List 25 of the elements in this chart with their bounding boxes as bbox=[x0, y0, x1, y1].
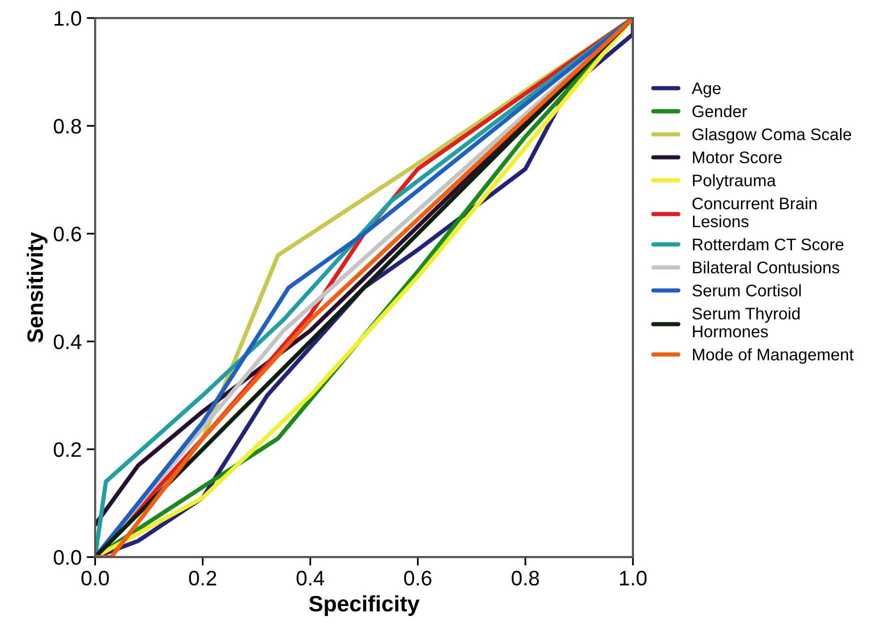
legend-label: Gender bbox=[692, 104, 747, 118]
x-tick-label: 0.0 bbox=[81, 570, 109, 586]
y-tick-label: 0.2 bbox=[54, 442, 81, 458]
x-tick-label: 1.0 bbox=[620, 570, 647, 586]
x-tick-label: 0.4 bbox=[296, 570, 324, 586]
legend-label: Bilateral Contusions bbox=[693, 261, 840, 274]
legend-label: Serum Cortisol bbox=[692, 284, 801, 296]
y-tick-label: 0.4 bbox=[54, 334, 82, 350]
legend-label: Motor Score bbox=[693, 152, 782, 164]
legend-label: Concurrent Brain Lesions bbox=[692, 197, 817, 228]
legend-label: Rotterdam CT Score bbox=[693, 238, 844, 250]
legend-label: Polytrauma bbox=[693, 174, 776, 190]
x-tick-label: 0.2 bbox=[189, 570, 216, 586]
x-tick-label: 0.8 bbox=[512, 570, 539, 586]
y-tick-label: 0.6 bbox=[54, 226, 82, 242]
legend-label: Serum Thyroid Hormones bbox=[692, 307, 800, 338]
y-tick-label: 1.0 bbox=[54, 11, 82, 26]
legend-label: Age bbox=[692, 82, 721, 98]
y-tick-label: 0.8 bbox=[54, 118, 82, 134]
legend-label: Mode of Management bbox=[693, 348, 854, 364]
x-axis-title: Specificity bbox=[309, 595, 420, 616]
y-axis-title: Sensitivity bbox=[26, 232, 48, 342]
y-tick-label: 0.0 bbox=[54, 550, 82, 565]
legend-label: Glasgow Coma Scale bbox=[692, 128, 852, 144]
x-tick-label: 0.6 bbox=[404, 570, 432, 586]
